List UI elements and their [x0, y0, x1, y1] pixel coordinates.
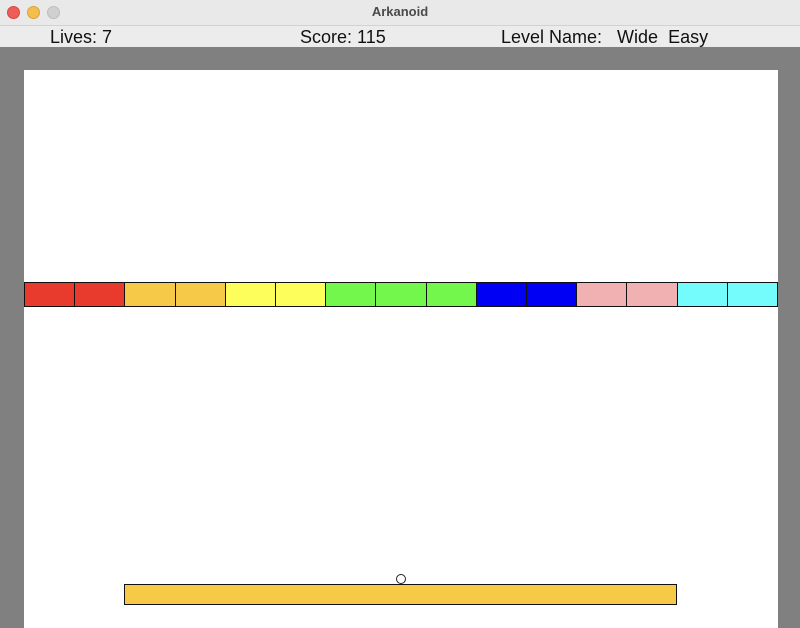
close-window-button[interactable] — [7, 6, 20, 19]
ball — [396, 574, 406, 584]
brick — [225, 282, 276, 307]
brick — [727, 282, 778, 307]
brick — [375, 282, 427, 307]
score-counter: Score: 115 — [300, 27, 386, 47]
brick — [426, 282, 477, 307]
brick — [124, 282, 176, 307]
brick — [175, 282, 226, 307]
playfield — [24, 70, 778, 628]
brick — [24, 282, 75, 307]
window-title: Arkanoid — [371, 4, 429, 19]
brick — [526, 282, 577, 307]
brick — [325, 282, 376, 307]
brick — [576, 282, 627, 307]
brick — [626, 282, 678, 307]
brick — [476, 282, 527, 307]
minimize-window-button[interactable] — [27, 6, 40, 19]
level-name: Level Name: Wide Easy — [501, 27, 709, 47]
brick — [74, 282, 125, 307]
brick — [677, 282, 728, 307]
paddle[interactable] — [124, 584, 677, 605]
hud-bar: Lives: 7 Score: 115 Level Name: Wide Eas… — [0, 26, 800, 47]
brick — [275, 282, 326, 307]
title-bar: Arkanoid — [0, 0, 800, 26]
zoom-window-button[interactable] — [47, 6, 60, 19]
lives-counter: Lives: 7 — [50, 27, 113, 47]
